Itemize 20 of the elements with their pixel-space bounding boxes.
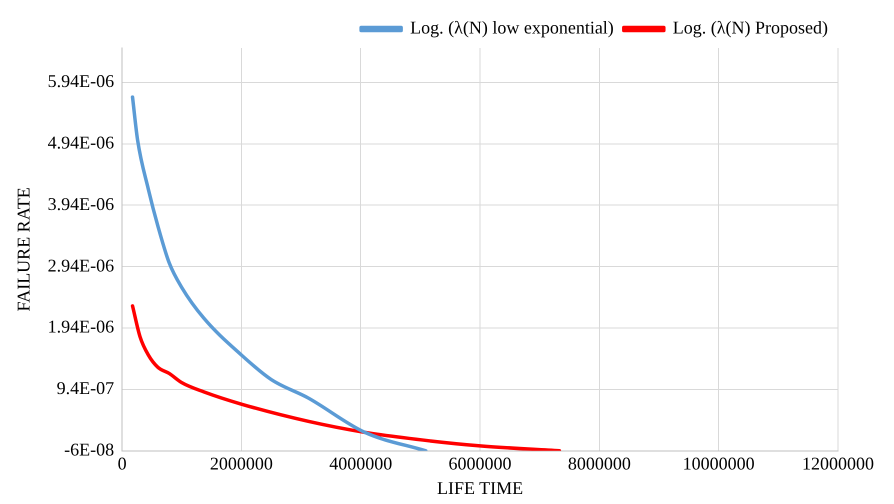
x-tick-label: 4000000 <box>329 453 392 474</box>
line-series <box>130 95 428 451</box>
y-tick-label: 9.4E-07 <box>56 378 114 398</box>
x-tick-label: 10000000 <box>682 453 755 474</box>
y-tick-label: 5.94E-06 <box>48 71 114 92</box>
y-tick-label: 1.94E-06 <box>48 316 114 337</box>
x-tick-label: 8000000 <box>568 453 631 474</box>
y-tick-label: -6E-08 <box>64 440 114 460</box>
y-tick-label: 2.94E-06 <box>48 255 114 276</box>
x-tick-label: 2000000 <box>210 453 273 474</box>
x-axis-title: LIFE TIME <box>436 478 524 498</box>
x-tick-label: 6000000 <box>448 453 512 474</box>
y-axis-title: FAILURE RATE <box>14 187 34 312</box>
y-tick-label: 3.94E-06 <box>48 194 114 214</box>
line-series <box>130 304 562 451</box>
legend-label: Log. (λ(N) low exponential) <box>410 18 614 38</box>
x-tick-label: 0 <box>118 453 127 474</box>
x-tick-label: 12000000 <box>802 453 874 474</box>
legend-label: Log. (λ(N) Proposed) <box>672 18 828 38</box>
y-tick-label: 4.94E-06 <box>48 132 114 153</box>
